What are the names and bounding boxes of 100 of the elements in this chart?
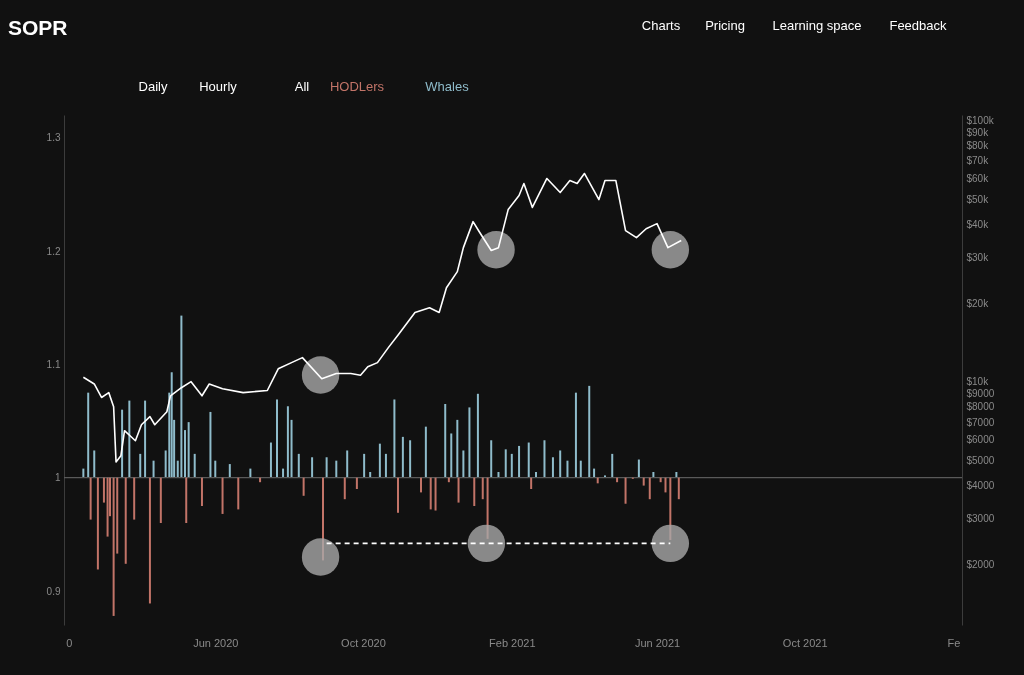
bar [579, 460, 582, 478]
bar [527, 442, 530, 478]
bar [596, 477, 599, 484]
bar [139, 453, 142, 478]
bar [346, 450, 349, 478]
bar [93, 450, 96, 478]
text: All [294, 79, 310, 94]
bar [221, 477, 224, 514]
bar [401, 436, 404, 478]
y2-tick-label: $2000 [966, 558, 995, 570]
text: HODLers [329, 79, 385, 94]
bar [89, 477, 92, 520]
bar [457, 477, 460, 503]
y2-tick-label: $7000 [966, 416, 995, 428]
bar [290, 419, 293, 478]
y2-tick-label: $30k [966, 251, 990, 263]
chart-title: SOPR [8, 16, 68, 39]
y2-tick-label: $70k [966, 155, 990, 167]
bar [588, 385, 591, 478]
y2-tick-label: $9000 [966, 388, 995, 400]
y2-tick-label: $3000 [966, 512, 995, 524]
bar [269, 442, 272, 478]
bar [429, 477, 432, 510]
y-tick-label: 1.2 [46, 245, 61, 257]
bar [343, 477, 346, 500]
bar [637, 459, 640, 478]
bar [193, 453, 196, 478]
bar [566, 460, 569, 478]
bar [462, 450, 465, 478]
y-tick-label: 1 [54, 472, 61, 484]
bar [424, 426, 427, 478]
bar [297, 453, 300, 478]
bar [543, 440, 546, 478]
y2-tick-label: $10k [966, 376, 990, 388]
bar [124, 477, 127, 564]
bar [434, 477, 437, 511]
bar [468, 407, 471, 478]
x-tick-label: Fe [947, 636, 961, 649]
bar [302, 477, 305, 496]
x-tick-label: Oct 2020 [341, 636, 386, 649]
bar [551, 457, 554, 478]
bar [96, 477, 99, 570]
bar [456, 419, 459, 478]
bar [311, 457, 314, 478]
bar [664, 477, 667, 493]
bar [574, 392, 577, 478]
x-tick-label: 0 [66, 636, 73, 649]
bar [133, 477, 136, 520]
bar [476, 393, 479, 478]
bar [187, 422, 190, 478]
bar [473, 477, 476, 506]
bar [450, 433, 453, 478]
bar [363, 453, 366, 478]
bar [170, 372, 173, 478]
bar [624, 477, 627, 504]
bar [409, 440, 412, 478]
bar [286, 406, 289, 478]
bar [214, 460, 217, 478]
bar [355, 477, 358, 489]
bar [642, 477, 645, 486]
bar [444, 404, 447, 478]
bar [228, 464, 231, 478]
bar [237, 477, 240, 510]
text: Charts [641, 18, 681, 33]
bar [184, 430, 187, 478]
bar [128, 400, 131, 478]
bar [393, 399, 396, 478]
bar [530, 477, 533, 489]
bar [490, 440, 493, 478]
bar [518, 445, 521, 478]
bar [648, 477, 651, 500]
bar [144, 400, 147, 478]
text: Learning space [772, 18, 862, 33]
x-tick-label: Feb 2021 [489, 636, 536, 649]
y2-tick-label: $90k [966, 126, 990, 138]
bar [420, 477, 423, 493]
text: Pricing [705, 18, 745, 33]
bar [504, 449, 507, 478]
y2-tick-label: $100k [966, 115, 995, 127]
bar [185, 477, 188, 523]
text: Daily [138, 79, 168, 94]
x-tick-label: Jun 2021 [634, 636, 681, 649]
y2-tick-label: $40k [966, 218, 990, 230]
bar [611, 453, 614, 478]
bar [397, 477, 400, 513]
y2-tick-label: $5000 [966, 454, 995, 466]
y-tick-label: 1.1 [46, 358, 61, 370]
bar [325, 457, 328, 478]
y2-tick-label: $50k [966, 193, 990, 205]
y2-tick-label: $6000 [966, 434, 995, 446]
bar [481, 477, 484, 500]
text: Whales [425, 79, 470, 94]
bar [335, 460, 338, 478]
bar [384, 453, 387, 478]
bar [148, 477, 151, 604]
y2-tick-label: $60k [966, 172, 990, 184]
x-tick-label: Jun 2020 [193, 636, 239, 649]
bar [200, 477, 203, 506]
text: Hourly [199, 79, 238, 94]
bar [180, 315, 183, 478]
